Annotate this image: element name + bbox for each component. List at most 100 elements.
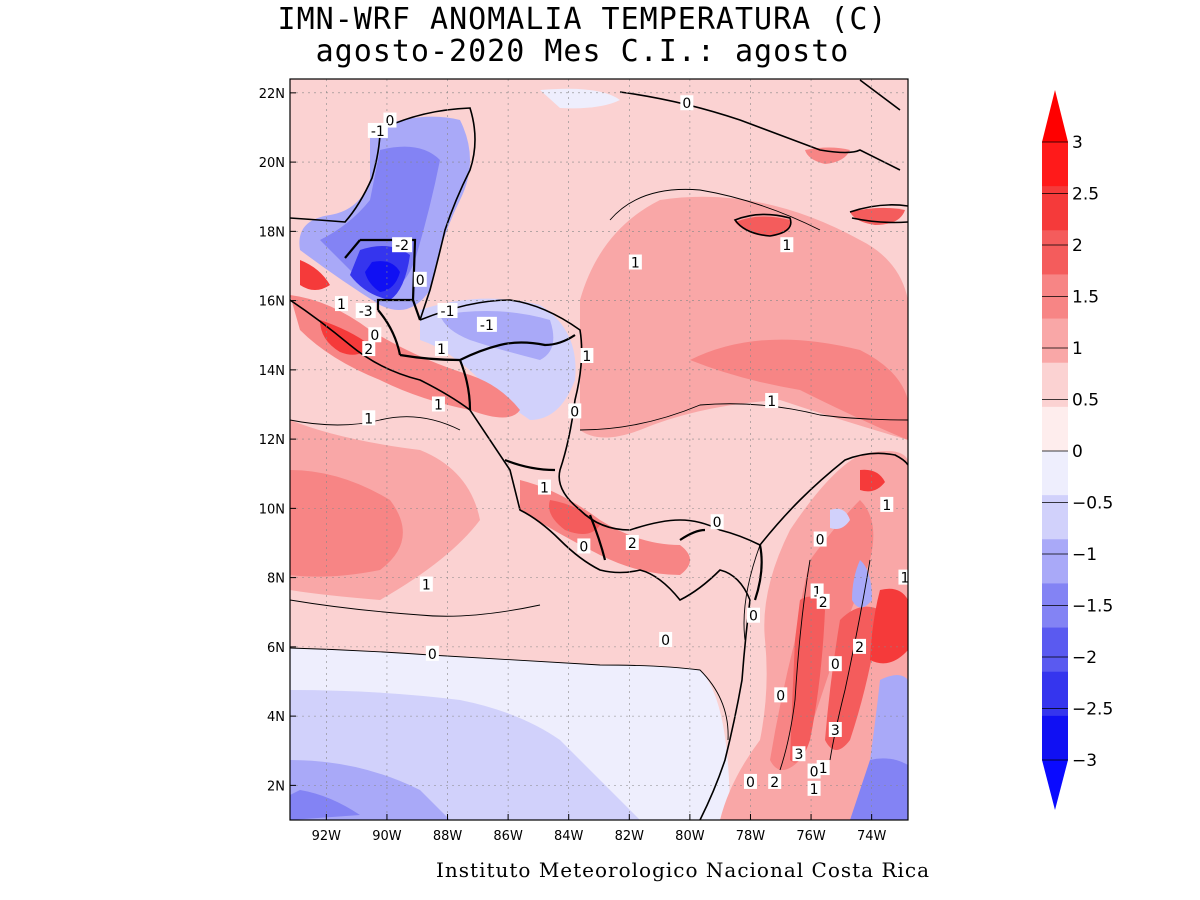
lon-tick-label: 92W — [312, 829, 342, 844]
contour-label: 2 — [628, 536, 637, 552]
contour-label-bg — [425, 645, 439, 661]
lat-tick-label: 4N — [267, 710, 285, 725]
contour-label: 1 — [582, 349, 591, 365]
contour-label-bg — [431, 396, 445, 412]
contour-label-bg — [680, 95, 694, 111]
contour-label: 0 — [746, 775, 755, 791]
contour-label-bg — [828, 656, 842, 672]
contour-label-bg — [768, 773, 782, 789]
contour-label: 0 — [661, 633, 670, 649]
contour-label-bg — [659, 631, 673, 647]
colorbar-swatch — [1042, 451, 1068, 496]
contour-label-bg — [898, 569, 908, 585]
chart-subtitle: agosto-2020 Mes C.I.: agosto — [315, 34, 850, 69]
lat-tick-label: 12N — [259, 433, 285, 448]
contour-label: 1 — [437, 342, 446, 358]
contour-label-bg — [392, 237, 413, 253]
contour-label: 1 — [882, 498, 891, 514]
lon-tick-label: 80W — [675, 829, 705, 844]
country-borders — [344, 238, 763, 601]
colorbar-label: 1 — [1072, 339, 1083, 359]
colorbar-label: 2 — [1072, 236, 1083, 256]
contour-label: 1 — [540, 481, 549, 497]
contour-label-bg — [816, 593, 830, 609]
contour-label-bg — [580, 348, 594, 364]
colorbar-label: −0.5 — [1072, 494, 1113, 514]
lat-tick-label: 10N — [259, 502, 285, 517]
map-frame — [289, 78, 909, 821]
contour-label: -1 — [371, 124, 385, 140]
contour-label-bg — [774, 687, 788, 703]
lat-tick-label: 18N — [259, 225, 285, 240]
contour-label-bg — [807, 763, 821, 779]
contour-label-bg — [537, 479, 551, 495]
lon-tick-label: 88W — [433, 829, 463, 844]
colorbar-swatch — [1042, 318, 1068, 364]
lat-tick-label: 8N — [267, 572, 285, 587]
colorbar-label: 2.5 — [1072, 185, 1099, 205]
coastlines — [290, 79, 908, 820]
contour-label-bg — [362, 410, 376, 426]
contour-label: 2 — [770, 775, 779, 791]
contour-label: 0 — [579, 539, 588, 555]
latitude-axis: 22N 20N 18N 16N 14N 12N 10N 8N 6N 4N 2N — [259, 87, 296, 794]
contour-label-bg — [355, 302, 376, 318]
contour-label: 2 — [819, 595, 828, 611]
contour-label: -1 — [480, 318, 494, 334]
colorbar-swatch — [1042, 406, 1068, 452]
contour-label-bg — [765, 393, 779, 409]
contour-label-bg — [568, 403, 582, 419]
colorbar-swatch — [1042, 671, 1068, 717]
contour-label-bg — [780, 237, 794, 253]
contour-label: 0 — [713, 515, 722, 531]
contour-label: 1 — [337, 297, 346, 313]
contour-label: 1 — [422, 578, 431, 594]
colorbar-swatch — [1042, 539, 1068, 584]
colorbar-swatch — [1042, 230, 1068, 275]
contour-label-bg — [625, 534, 639, 550]
contour-label-bg — [880, 496, 894, 512]
contour-label: 0 — [416, 273, 425, 289]
contour-label: 1 — [901, 571, 910, 587]
contour-label-bg — [743, 773, 757, 789]
colorbar-swatch — [1042, 142, 1068, 187]
contour-label-bg — [807, 780, 821, 796]
contour-label: 0 — [682, 96, 691, 112]
chart-title: IMN-WRF ANOMALIA TEMPERATURA (C) — [277, 2, 888, 37]
contour-label-bg — [628, 254, 642, 270]
contour-label: 0 — [386, 114, 395, 130]
contour-label: 1 — [631, 256, 640, 272]
colorbar-swatch — [1042, 715, 1068, 761]
colorbar-lower-arrow — [1042, 760, 1068, 810]
colorbar-swatch — [1042, 186, 1068, 231]
colorbar-label: −2 — [1072, 648, 1097, 668]
lon-tick-label: 84W — [554, 829, 584, 844]
longitude-axis: 92W 90W 88W 86W 84W 82W 80W 78W 76W 74W — [312, 814, 887, 844]
contour-label-bg — [828, 721, 842, 737]
contour-label: 1 — [810, 782, 819, 798]
lon-tick-label: 74W — [857, 829, 887, 844]
contour-label: -2 — [395, 238, 409, 254]
contour-label: 1 — [819, 761, 828, 777]
contour-label-bg — [853, 638, 867, 654]
contour-label-bg — [792, 746, 806, 762]
gridlines — [290, 79, 908, 820]
colorbar-label: −1.5 — [1072, 597, 1113, 617]
contour-label-bg — [577, 538, 591, 554]
contour-label-bg — [362, 341, 376, 357]
lat-tick-label: 20N — [259, 156, 285, 171]
contour-label: 0 — [570, 404, 579, 420]
lat-tick-label: 16N — [259, 295, 285, 310]
colorbar-label: 1.5 — [1072, 288, 1099, 308]
contour-label-bg — [413, 271, 427, 287]
contour-label: 0 — [370, 328, 379, 344]
contour-label: 1 — [364, 411, 373, 427]
contour-label: 1 — [782, 238, 791, 254]
colorbar-label: −2.5 — [1072, 700, 1113, 720]
lat-tick-label: 6N — [267, 641, 285, 656]
contour-label-bg — [367, 122, 388, 138]
contour-label-bg — [419, 576, 433, 592]
contour-label: -1 — [441, 304, 455, 320]
lat-tick-label: 22N — [259, 87, 285, 102]
